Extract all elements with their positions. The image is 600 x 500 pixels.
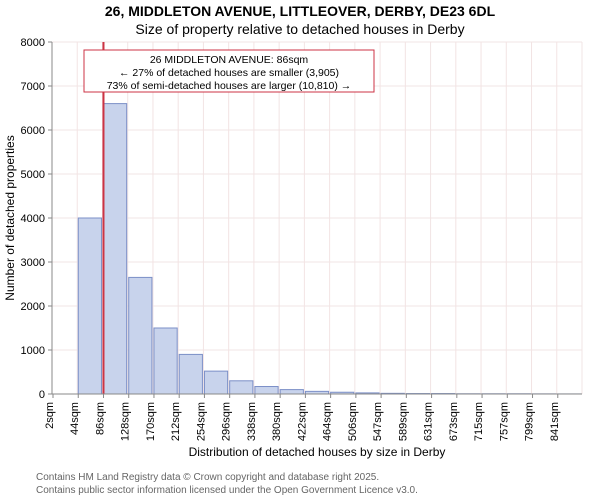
footer-line2: Contains public sector information licen… [36, 485, 418, 496]
footer-line1: Contains HM Land Registry data © Crown c… [36, 472, 379, 483]
y-tick-label: 3000 [21, 257, 45, 269]
histogram-bar [78, 218, 101, 394]
x-tick-label: 212sqm [170, 402, 182, 441]
x-tick-label: 296sqm [221, 402, 233, 441]
histogram-bar [154, 328, 177, 394]
x-tick-label: 799sqm [524, 402, 536, 441]
chart-svg: 26, MIDDLETON AVENUE, LITTLEOVER, DERBY,… [0, 0, 600, 500]
histogram-bar [129, 277, 152, 394]
x-tick-label: 170sqm [145, 402, 157, 441]
y-tick-label: 1000 [21, 345, 45, 357]
x-tick-label: 128sqm [120, 402, 132, 441]
x-tick-label: 2sqm [44, 402, 56, 429]
x-tick-label: 338sqm [246, 402, 258, 441]
x-axis-label: Distribution of detached houses by size … [189, 445, 446, 459]
y-tick-label: 7000 [21, 81, 45, 93]
histogram-chart: 26, MIDDLETON AVENUE, LITTLEOVER, DERBY,… [0, 0, 600, 500]
x-tick-label: 715sqm [473, 402, 485, 441]
x-tick-label: 757sqm [498, 402, 510, 441]
histogram-bar [280, 390, 303, 394]
plot-area: 0 1000 2000 3000 4000 5000 6000 7000 8000 2sqm 44s… [21, 37, 582, 441]
y-tick-label: 2000 [21, 301, 45, 313]
histogram-bar [255, 387, 278, 394]
chart-title-line2: Size of property relative to detached ho… [135, 21, 464, 37]
y-tick-label: 5000 [21, 169, 45, 181]
y-tick-label: 0 [39, 389, 45, 401]
x-tick-label: 631sqm [423, 402, 435, 441]
annotation-line1: 26 MIDDLETON AVENUE: 86sqm [150, 54, 309, 66]
x-tick-label: 673sqm [448, 402, 460, 441]
annotation-line3: 73% of semi-detached houses are larger (… [107, 80, 352, 92]
histogram-bar [204, 371, 227, 394]
x-tick-label: 380sqm [271, 402, 283, 441]
x-tick-label: 841sqm [549, 402, 561, 441]
annotation-line2: ← 27% of detached houses are smaller (3,… [119, 67, 339, 79]
y-tick-label: 6000 [21, 125, 45, 137]
x-tick-label: 506sqm [347, 402, 359, 441]
histogram-bar [230, 381, 253, 394]
x-tick-label: 254sqm [195, 402, 207, 441]
y-tick-label: 8000 [21, 37, 45, 49]
histogram-bar [179, 354, 202, 394]
x-tick-label: 44sqm [69, 402, 81, 435]
y-tick-label: 4000 [21, 213, 45, 225]
y-axis-label: Number of detached properties [3, 135, 17, 300]
histogram-bar [103, 104, 126, 394]
x-tick-label: 589sqm [397, 402, 409, 441]
x-tick-label: 547sqm [372, 402, 384, 441]
x-tick-label: 422sqm [296, 402, 308, 441]
chart-title-line1: 26, MIDDLETON AVENUE, LITTLEOVER, DERBY,… [105, 3, 496, 19]
x-tick-label: 86sqm [94, 402, 106, 435]
x-tick-label: 464sqm [322, 402, 334, 441]
